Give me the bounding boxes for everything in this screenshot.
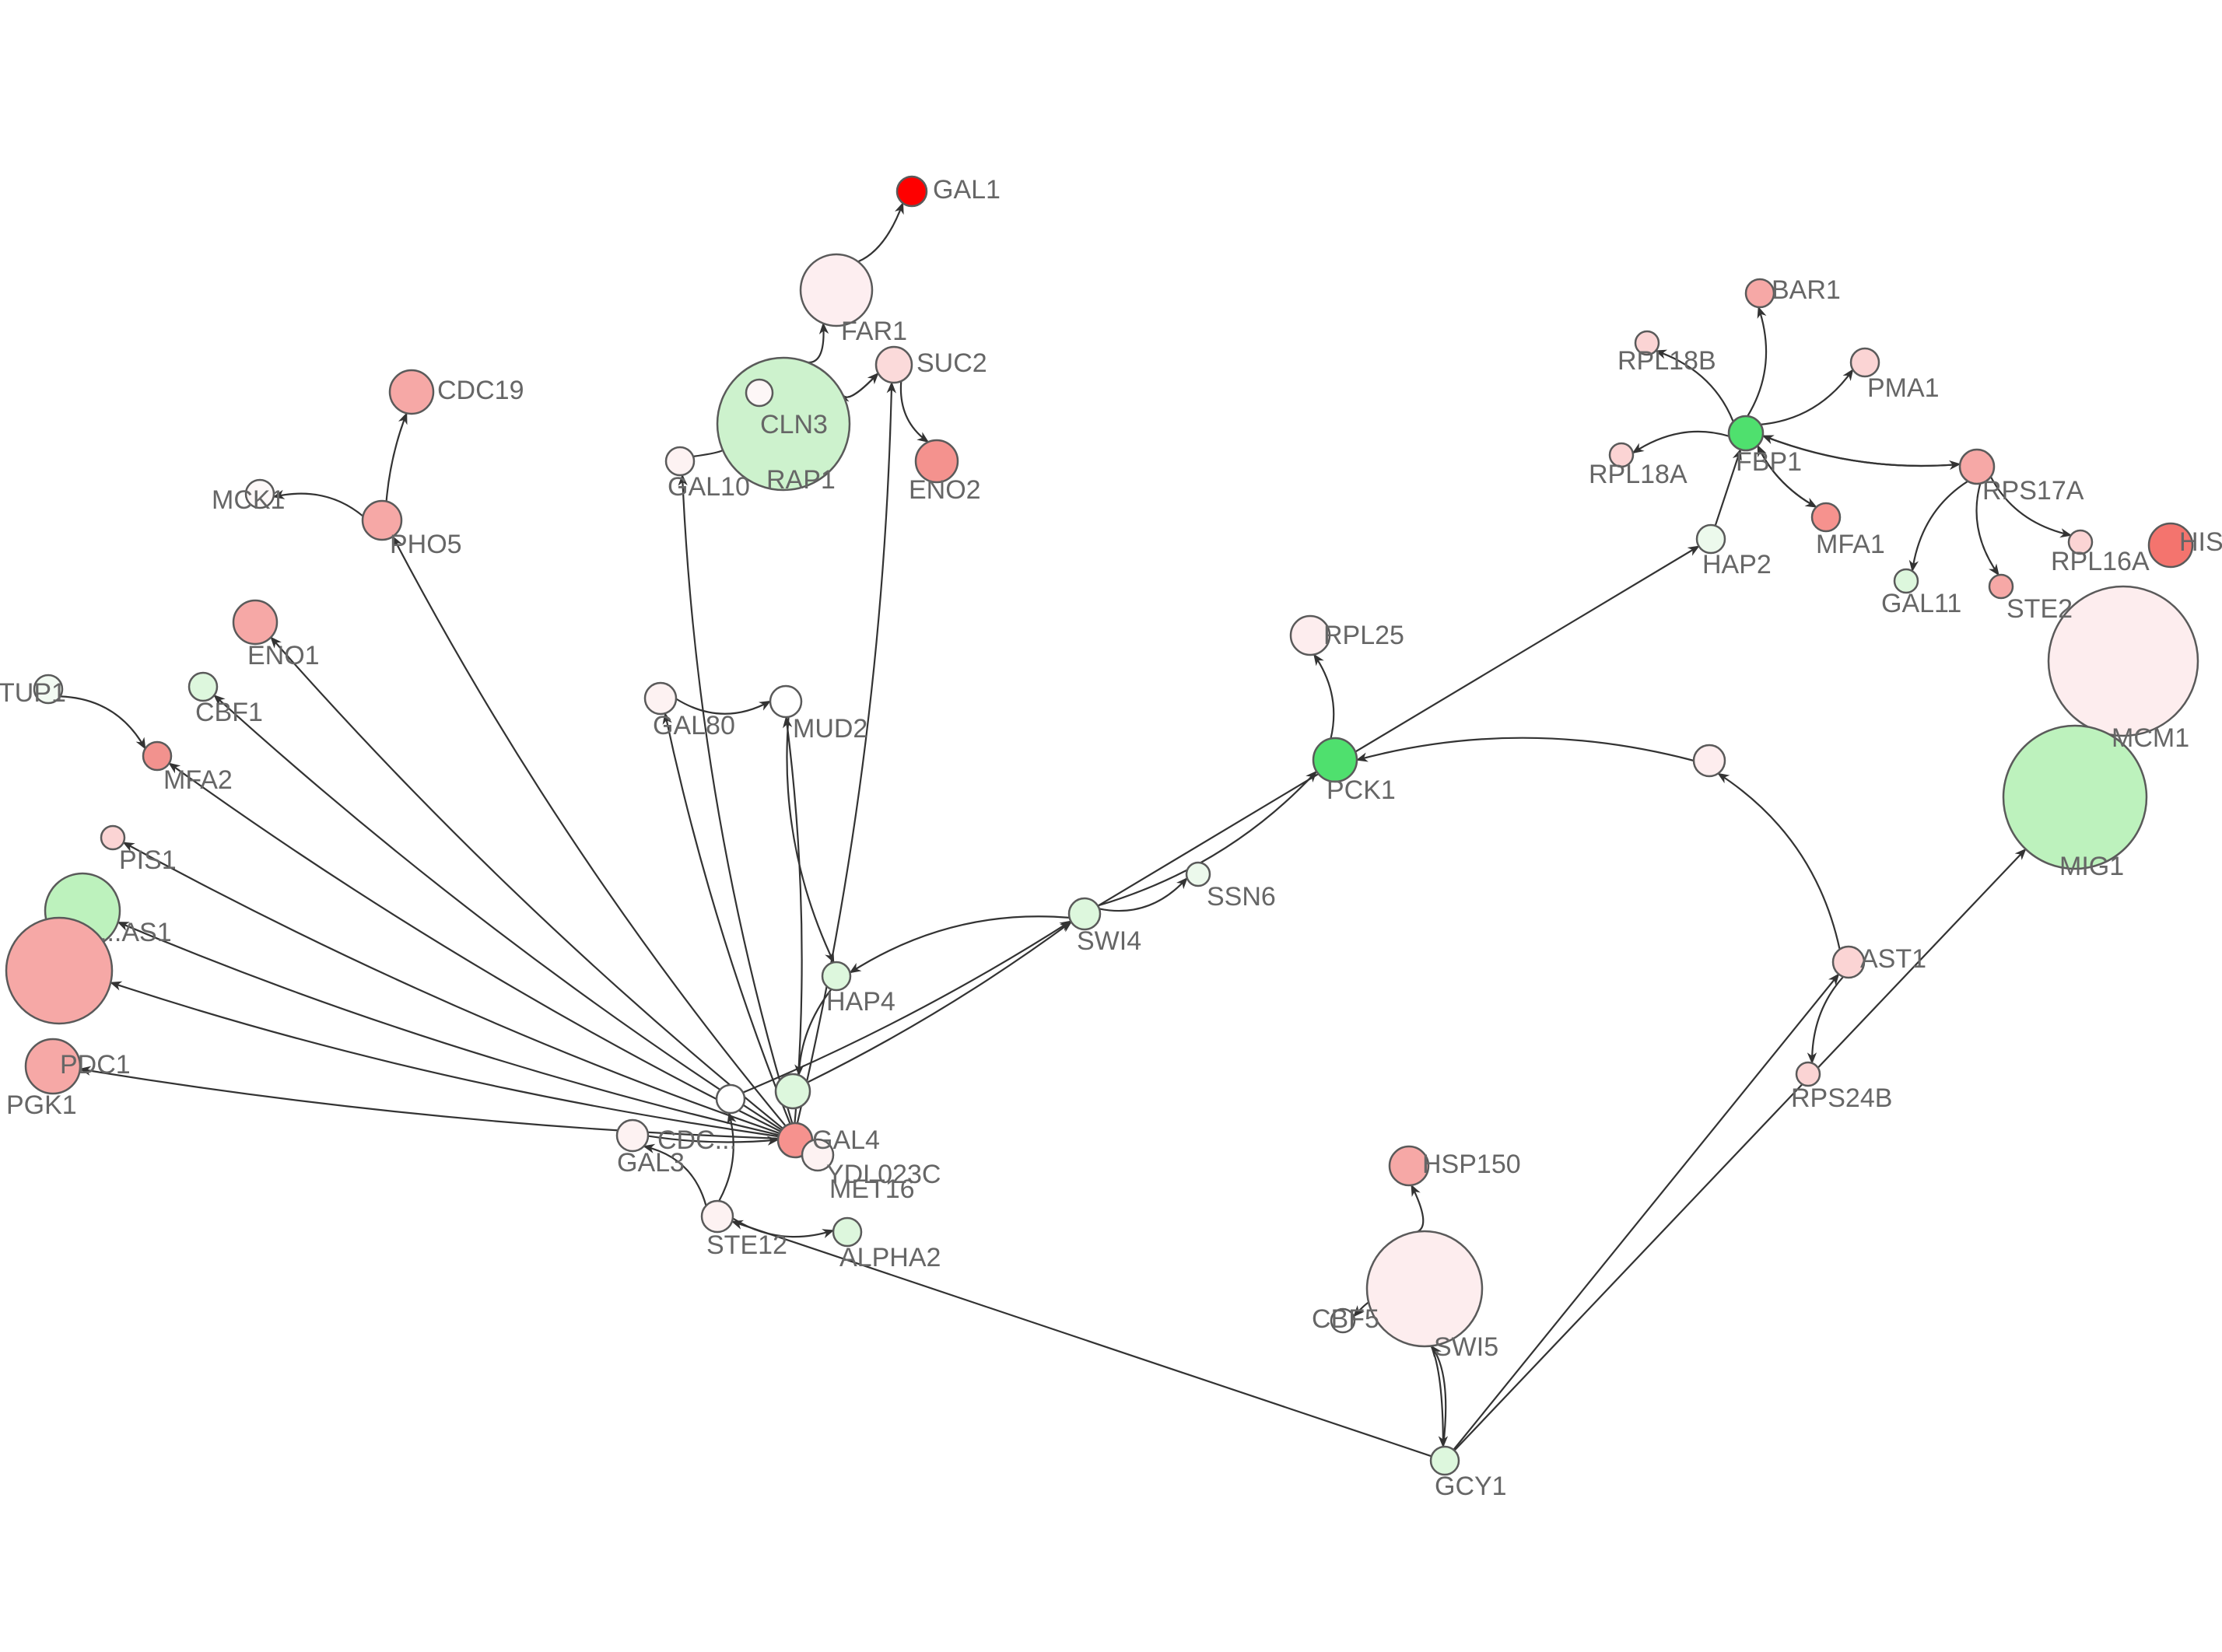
svg-text:SWI5: SWI5 [1434,1332,1498,1362]
svg-text:MFA2: MFA2 [163,765,233,795]
svg-text:TUP1: TUP1 [0,678,66,708]
svg-text:HAP2: HAP2 [1702,550,1772,579]
svg-text:CDC19: CDC19 [437,376,524,405]
svg-text:STE12: STE12 [706,1230,787,1260]
svg-text:PIS1: PIS1 [119,845,177,875]
svg-text:AST1: AST1 [1860,944,1926,974]
svg-text:FAR1: FAR1 [841,317,907,346]
svg-text:GAL4: GAL4 [812,1125,880,1155]
svg-text:RPL25: RPL25 [1323,621,1404,650]
svg-text:ALPHA2: ALPHA2 [839,1243,941,1272]
svg-text:PHO5: PHO5 [390,530,462,559]
svg-text:MFA1: MFA1 [1816,530,1885,559]
svg-text:SWI4: SWI4 [1077,926,1141,956]
svg-text:PDC1: PDC1 [60,1050,131,1080]
svg-text:RPL18B: RPL18B [1617,346,1716,376]
svg-text:...AS1: ...AS1 [100,918,172,947]
svg-text:GAL1: GAL1 [933,175,1001,205]
svg-text:CBF1: CBF1 [195,698,263,727]
svg-text:RAP1: RAP1 [766,465,836,495]
svg-text:MUD2: MUD2 [793,714,867,744]
svg-text:RPL18A: RPL18A [1589,460,1688,489]
svg-text:SUC2: SUC2 [916,348,987,378]
svg-text:CBF5: CBF5 [1312,1304,1379,1334]
svg-text:CDC...: CDC... [657,1125,737,1155]
svg-text:MIG1: MIG1 [2059,852,2124,881]
svg-text:STE2: STE2 [2006,594,2073,624]
svg-text:MCM1: MCM1 [2112,723,2189,753]
svg-text:HIS4: HIS4 [2179,527,2222,557]
svg-text:MET16: MET16 [829,1174,915,1204]
svg-text:GAL10: GAL10 [668,472,750,502]
svg-text:FBP1: FBP1 [1736,447,1802,477]
svg-text:PGK1: PGK1 [6,1090,77,1120]
svg-text:HSP150: HSP150 [1422,1150,1521,1179]
svg-text:RPL16A: RPL16A [2051,547,2150,576]
svg-text:RPS17A: RPS17A [1982,476,2084,506]
svg-text:PMA1: PMA1 [1867,373,1940,403]
svg-text:RPS24B: RPS24B [1791,1083,1892,1113]
svg-text:SSN6: SSN6 [1207,882,1276,912]
svg-text:GCY1: GCY1 [1435,1472,1507,1501]
svg-text:BAR1: BAR1 [1772,275,1841,305]
svg-text:HAP4: HAP4 [826,987,895,1017]
svg-text:CLN3: CLN3 [760,410,828,439]
svg-text:MCK1: MCK1 [212,485,285,515]
svg-text:ENO1: ENO1 [247,641,320,670]
svg-text:PCK1: PCK1 [1327,775,1396,805]
svg-text:ENO2: ENO2 [909,475,981,505]
svg-text:GAL80: GAL80 [653,711,735,740]
svg-text:GAL11: GAL11 [1881,589,1961,618]
